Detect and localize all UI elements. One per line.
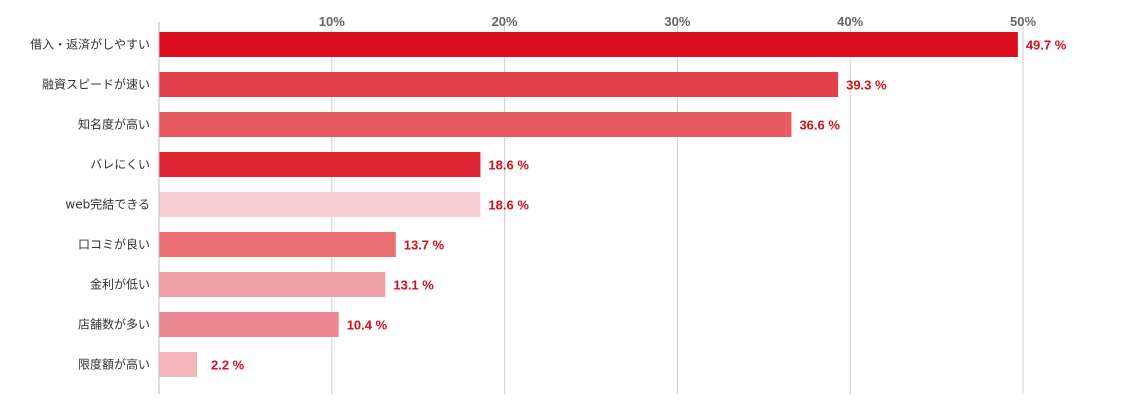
- category-label: 知名度が高い: [78, 117, 150, 132]
- bar: [159, 112, 792, 137]
- bar: [159, 32, 1018, 57]
- x-tick-label: 10%: [319, 14, 345, 29]
- value-labels: 49.7 % 39.3 % 36.6 % 18.6 % 18.6 % 13.7 % 13.1…: [211, 38, 1067, 373]
- bars: [159, 32, 1018, 377]
- category-label: 融資スピードが速い: [42, 77, 150, 92]
- category-label: web完結できる: [65, 197, 150, 212]
- bar: [159, 312, 339, 337]
- value-label: 36.6 %: [799, 118, 840, 133]
- category-label: 限度額が高い: [78, 357, 150, 372]
- value-label: 18.6 %: [488, 158, 529, 173]
- bar: [159, 232, 396, 257]
- bar: [159, 352, 198, 377]
- value-label: 13.1 %: [393, 278, 434, 293]
- value-label: 39.3 %: [846, 78, 887, 93]
- bar: [159, 272, 386, 297]
- category-label: 口コミが良い: [78, 237, 150, 252]
- bar: [159, 152, 481, 177]
- x-axis-ticks: 10% 20% 30% 40% 50%: [319, 14, 1037, 29]
- bar: [159, 192, 481, 217]
- bar: [159, 72, 839, 97]
- category-label: 金利が低い: [90, 277, 150, 292]
- category-label: バレにくい: [90, 158, 150, 172]
- value-label: 10.4 %: [347, 318, 388, 333]
- x-tick-label: 30%: [664, 14, 690, 29]
- value-label: 13.7 %: [404, 238, 445, 253]
- x-tick-label: 50%: [1010, 14, 1036, 29]
- value-label: 18.6 %: [488, 198, 529, 213]
- category-label: 借入・返済がしやすい: [30, 37, 150, 52]
- value-label: 49.7 %: [1026, 38, 1067, 53]
- x-tick-label: 40%: [837, 14, 863, 29]
- category-label: 店舗数が多い: [78, 317, 150, 332]
- x-tick-label: 20%: [492, 14, 518, 29]
- value-label: 2.2 %: [211, 358, 245, 373]
